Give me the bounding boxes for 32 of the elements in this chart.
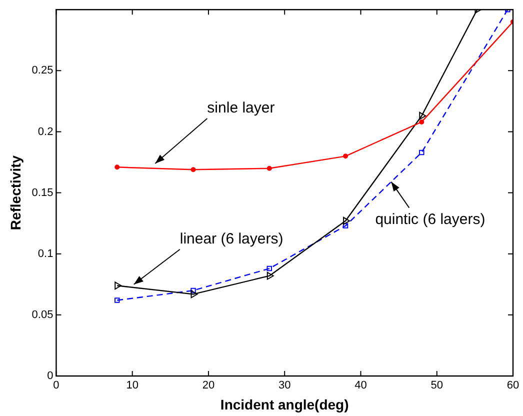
y-tick-label: 0.25 [32,64,54,77]
annotation: linear (6 layers) [180,230,284,248]
point [114,164,120,170]
x-tick-label: 20 [202,380,215,392]
point [190,290,198,298]
y-tick-label: 0 [47,370,54,382]
x-axis-title: Incident angle(deg) [220,396,349,412]
annotation: sinle layer [207,100,275,117]
y-tick-label: 0.1 [38,248,54,260]
point [343,216,350,225]
point [114,298,120,303]
point [419,112,426,120]
x-tick-label: 30 [278,380,291,392]
point [419,150,424,156]
y-axis-title: Reflectivity [7,155,24,230]
point [343,154,348,159]
x-tick-label: 10 [126,380,138,392]
x-tick-label: 40 [354,380,367,392]
x-tick-label: 60 [506,380,520,392]
y-tick-label: 0.2 [38,126,54,138]
point [114,282,122,290]
point [266,266,272,272]
point [342,223,348,228]
point [266,272,274,280]
annotation: quintic (6 layers) [375,210,486,228]
y-tick-label: 0.15 [32,186,54,199]
x-tick-label: 50 [430,380,443,392]
point [190,288,196,294]
y-tick-label: 0.05 [32,308,54,321]
point [266,166,272,171]
point [419,119,424,124]
point [190,167,196,172]
